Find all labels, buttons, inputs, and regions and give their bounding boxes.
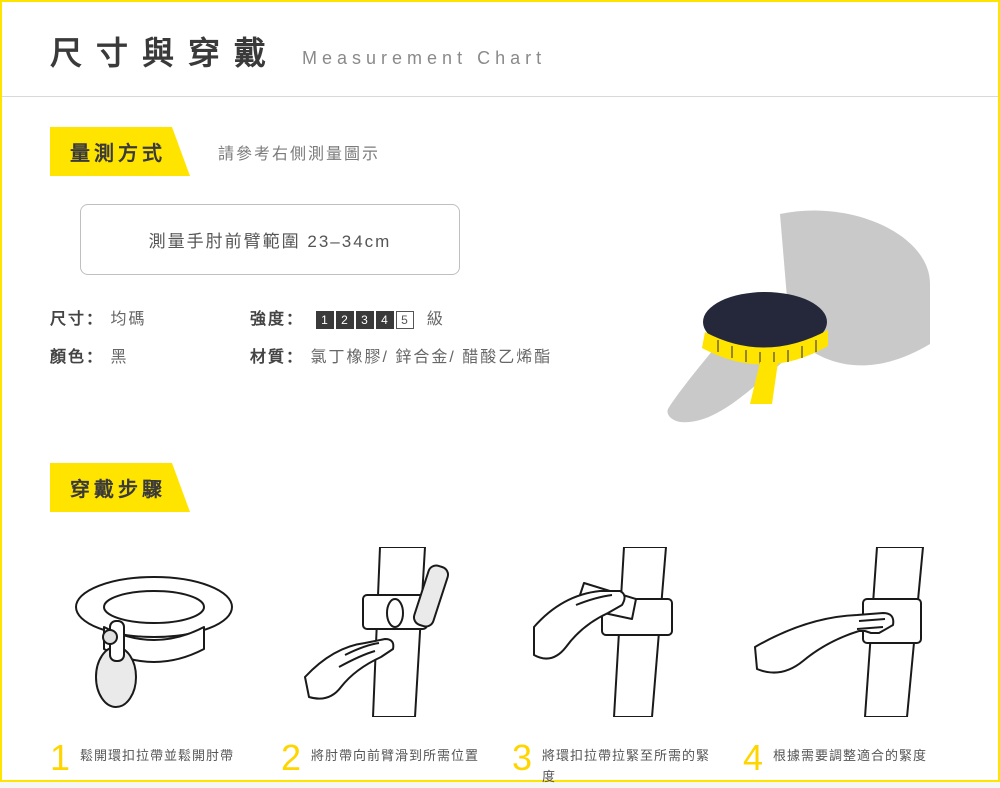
step-4-illustration	[743, 542, 950, 722]
spec-size-value: 均碼	[110, 311, 146, 328]
step-text: 將環扣拉帶拉緊至所需的緊度	[542, 740, 719, 788]
measurement-tab-row: 量測方式 請參考右側測量圖示	[50, 127, 950, 176]
steps-tab-wrap: 穿戴步驟	[50, 463, 950, 512]
spec-color-label: 顏色：	[50, 349, 104, 366]
measurement-left: 測量手肘前臂範圍 23–34cm 尺寸： 均碼 強度： 12345 級 顏色： …	[50, 204, 570, 367]
header-title-cn: 尺寸與穿戴	[50, 28, 280, 74]
measurement-body: 測量手肘前臂範圍 23–34cm 尺寸： 均碼 強度： 12345 級 顏色： …	[50, 204, 950, 429]
step-1-caption: 1 鬆開環扣拉帶並鬆開肘帶	[50, 740, 257, 788]
steps-illustrations	[50, 542, 950, 722]
step-1-illustration	[50, 542, 257, 722]
spec-size: 尺寸： 均碼	[50, 305, 250, 329]
steps-section: 穿戴步驟	[2, 429, 998, 788]
arm-svg	[610, 204, 930, 424]
step-number: 3	[512, 740, 532, 776]
measurement-range-box: 測量手肘前臂範圍 23–34cm	[80, 204, 460, 275]
strength-boxes: 12345	[316, 311, 414, 329]
measurement-section: 量測方式 請參考右側測量圖示 測量手肘前臂範圍 23–34cm 尺寸： 均碼 強…	[2, 97, 998, 429]
step-text: 將肘帶向前臂滑到所需位置	[311, 740, 479, 767]
page-header: 尺寸與穿戴 Measurement Chart	[2, 2, 998, 97]
steps-captions: 1 鬆開環扣拉帶並鬆開肘帶 2 將肘帶向前臂滑到所需位置 3 將環扣拉帶拉緊至所需的緊度 4…	[50, 740, 950, 788]
steps-tab: 穿戴步驟	[50, 463, 190, 512]
step-2-illustration	[281, 542, 488, 722]
spec-strength-label: 強度：	[250, 311, 304, 328]
page: 尺寸與穿戴 Measurement Chart 量測方式 請參考右側測量圖示 測…	[0, 0, 1000, 782]
step-3-caption: 3 將環扣拉帶拉緊至所需的緊度	[512, 740, 719, 788]
spec-color: 顏色： 黑	[50, 343, 250, 367]
measurement-tab: 量測方式	[50, 127, 190, 176]
spec-grid: 尺寸： 均碼 強度： 12345 級 顏色： 黑 材質： 氯丁橡膠/ 鋅合金	[50, 305, 570, 367]
spec-material-value: 氯丁橡膠/ 鋅合金/ 醋酸乙烯酯	[310, 349, 552, 366]
strength-level-3: 3	[356, 311, 374, 329]
strength-level-4: 4	[376, 311, 394, 329]
step-4-caption: 4 根據需要調整適合的緊度	[743, 740, 950, 788]
spec-strength: 強度： 12345 級	[250, 305, 570, 329]
step-text: 根據需要調整適合的緊度	[773, 740, 927, 767]
step-number: 4	[743, 740, 763, 776]
strength-level-5: 5	[396, 311, 414, 329]
spec-material-label: 材質：	[250, 349, 304, 366]
step-text: 鬆開環扣拉帶並鬆開肘帶	[80, 740, 234, 767]
step-number: 1	[50, 740, 70, 776]
step-2-caption: 2 將肘帶向前臂滑到所需位置	[281, 740, 488, 788]
step-3-illustration	[512, 542, 719, 722]
spec-size-label: 尺寸：	[50, 311, 104, 328]
spec-color-value: 黑	[110, 349, 128, 366]
strength-level-1: 1	[316, 311, 334, 329]
strength-level-2: 2	[336, 311, 354, 329]
step-number: 2	[281, 740, 301, 776]
arm-illustration	[610, 204, 930, 429]
header-title-en: Measurement Chart	[302, 48, 546, 69]
spec-strength-suffix: 級	[427, 311, 445, 328]
measurement-note: 請參考右側測量圖示	[218, 140, 380, 164]
spec-material: 材質： 氯丁橡膠/ 鋅合金/ 醋酸乙烯酯	[250, 343, 570, 367]
